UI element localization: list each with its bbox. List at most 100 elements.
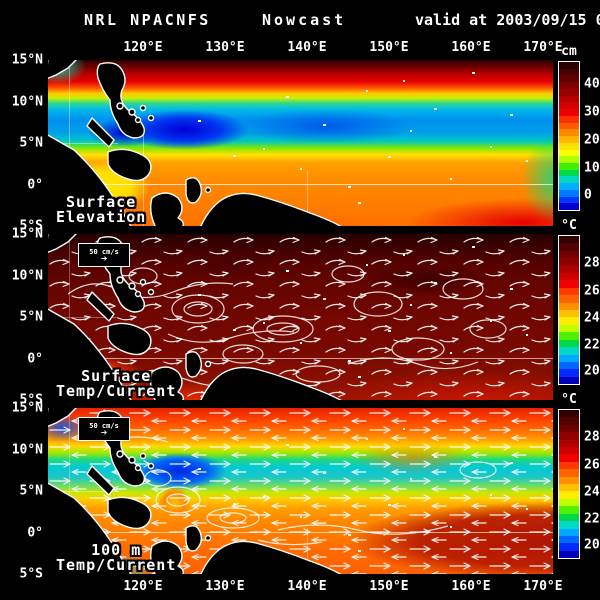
colorbar-segment — [559, 550, 579, 559]
panel-label-line2: Temp/Current — [56, 556, 177, 574]
colorbar-sst: °C 28 26 24 22 20 — [558, 218, 600, 400]
vector-scale-arrow-icon: ➔ — [100, 425, 108, 439]
current-vectors-overlay — [48, 234, 553, 400]
colorbar-segment — [559, 82, 579, 89]
colorbar-segment — [559, 535, 579, 544]
lat-tick-label: 10°N — [11, 94, 43, 109]
colorbar-segment — [559, 169, 579, 177]
lat-tick-label: 5°S — [19, 566, 43, 582]
lon-tick-label: 130°E — [205, 579, 245, 594]
current-vectors-overlay — [48, 408, 553, 574]
colorbar-segment — [559, 302, 579, 311]
title-bar: NRL NPACNFS Nowcast valid at 2003/09/15 … — [0, 0, 600, 36]
colorbar-tick-label: 24 — [584, 484, 600, 500]
vector-scale-value: 50 cm/s — [89, 247, 119, 256]
lon-tick-label: 120°E — [123, 40, 163, 55]
gridline-5n — [48, 143, 118, 144]
colorbar-segment — [559, 280, 579, 288]
colorbar-tick-label: 28 — [584, 255, 600, 271]
panel-label-line2: Elevation — [56, 208, 147, 226]
colorbar-segment — [559, 258, 579, 266]
vector-scale-legend: 50 cm/s ➔ — [78, 417, 130, 441]
colorbar-segment — [559, 528, 579, 536]
colorbar-unit-label: °C — [561, 392, 577, 407]
colorbar-segment — [559, 339, 579, 348]
colorbar-segment — [559, 376, 579, 385]
lon-tick-label: 170°E — [523, 40, 563, 55]
colorbar-segment — [559, 122, 579, 130]
colorbar-segment — [559, 410, 579, 418]
lon-axis-bottom: 120°E 130°E 140°E 150°E 160°E 170°E — [48, 577, 562, 597]
lat-tick-label: 15°N — [11, 52, 43, 68]
lon-tick-label: 130°E — [205, 40, 245, 55]
colorbar-unit-label: cm — [561, 44, 577, 59]
colorbar-elevation: cm 40 30 20 10 0 — [558, 44, 600, 226]
panel-label-surface-elevation: Surface Elevation — [56, 195, 146, 225]
colorbar-segment — [559, 62, 579, 69]
lat-tick-label: 15°N — [11, 226, 43, 242]
colorbar-segment — [559, 265, 579, 274]
lat-tick-label: 5°N — [19, 135, 43, 151]
lat-tick-label: 5°S — [19, 218, 43, 234]
colorbar-tick-label: 26 — [584, 457, 600, 472]
colorbar-segment — [559, 361, 579, 370]
colorbar-segment — [559, 115, 579, 123]
colorbar-scale — [558, 409, 580, 559]
colorbar-scale — [558, 235, 580, 385]
colorbar-segment — [559, 149, 579, 157]
colorbar-segment — [559, 347, 579, 355]
colorbar-tick-label: 22 — [584, 337, 600, 353]
colorbar-segment — [559, 369, 579, 377]
colorbar-tick-label: 24 — [584, 310, 600, 326]
colorbar-segment — [559, 476, 579, 485]
lon-tick-label: 150°E — [369, 579, 409, 594]
colorbar-segment — [559, 196, 579, 204]
colorbar-segment — [559, 317, 579, 325]
colorbar-segment — [559, 273, 579, 281]
colorbar-segment — [559, 236, 579, 244]
lon-tick-label: 140°E — [287, 40, 327, 55]
panel-label-line1: 100 m — [91, 541, 142, 559]
colorbar-segment — [559, 332, 579, 340]
colorbar-segment — [559, 189, 579, 197]
vector-scale-arrow-icon: ➔ — [100, 251, 108, 265]
vector-scale-value: 50 cm/s — [89, 421, 119, 430]
colorbar-segment — [559, 250, 579, 259]
colorbar-segment — [559, 136, 579, 143]
colorbar-segment — [559, 543, 579, 551]
colorbar-tick-label: 26 — [584, 283, 600, 298]
lat-tick-label: 5°S — [19, 392, 43, 408]
colorbar-segment — [559, 102, 579, 110]
panel-100m-temp-current: 15°N 10°N 5°N 0° 5°S 50 cm/s ➔ — [0, 392, 600, 582]
lat-tick-label: 0° — [27, 351, 43, 366]
map-surface-elevation: Surface Elevation — [48, 60, 553, 226]
colorbar-tick-label: 28 — [584, 429, 600, 445]
map-100m-temp-current: 50 cm/s ➔ 100 m Temp/Current — [48, 408, 553, 574]
colorbar-segment — [559, 424, 579, 433]
colorbar-segment — [559, 287, 579, 296]
colorbar-tick-label: 20 — [584, 132, 600, 148]
lat-axis: 15°N 10°N 5°N 0° 5°S — [0, 401, 46, 582]
panel-surface-temp-current: 15°N 10°N 5°N 0° 5°S — [0, 218, 600, 408]
gridline-equator — [48, 184, 553, 185]
colorbar-segment — [559, 156, 579, 164]
colorbar-segment — [559, 88, 579, 96]
lat-tick-label: 5°N — [19, 483, 43, 499]
lat-tick-label: 0° — [27, 525, 43, 540]
colorbar-segment — [559, 498, 579, 507]
lon-tick-label: 160°E — [451, 40, 491, 55]
colorbar-segment — [559, 129, 579, 137]
colorbar-segment — [559, 447, 579, 455]
colorbar-segment — [559, 461, 579, 470]
lon-tick-label: 170°E — [523, 579, 563, 594]
gridline-110e — [69, 60, 70, 226]
colorbar-segment — [559, 513, 579, 522]
colorbar-segment — [559, 491, 579, 499]
colorbar-segment — [559, 75, 579, 83]
colorbar-segment — [559, 506, 579, 514]
lat-axis: 15°N 10°N 5°N 0° 5°S — [0, 53, 46, 234]
colorbar-segment — [559, 324, 579, 333]
lon-tick-label: 140°E — [287, 579, 327, 594]
colorbar-scale — [558, 61, 580, 211]
